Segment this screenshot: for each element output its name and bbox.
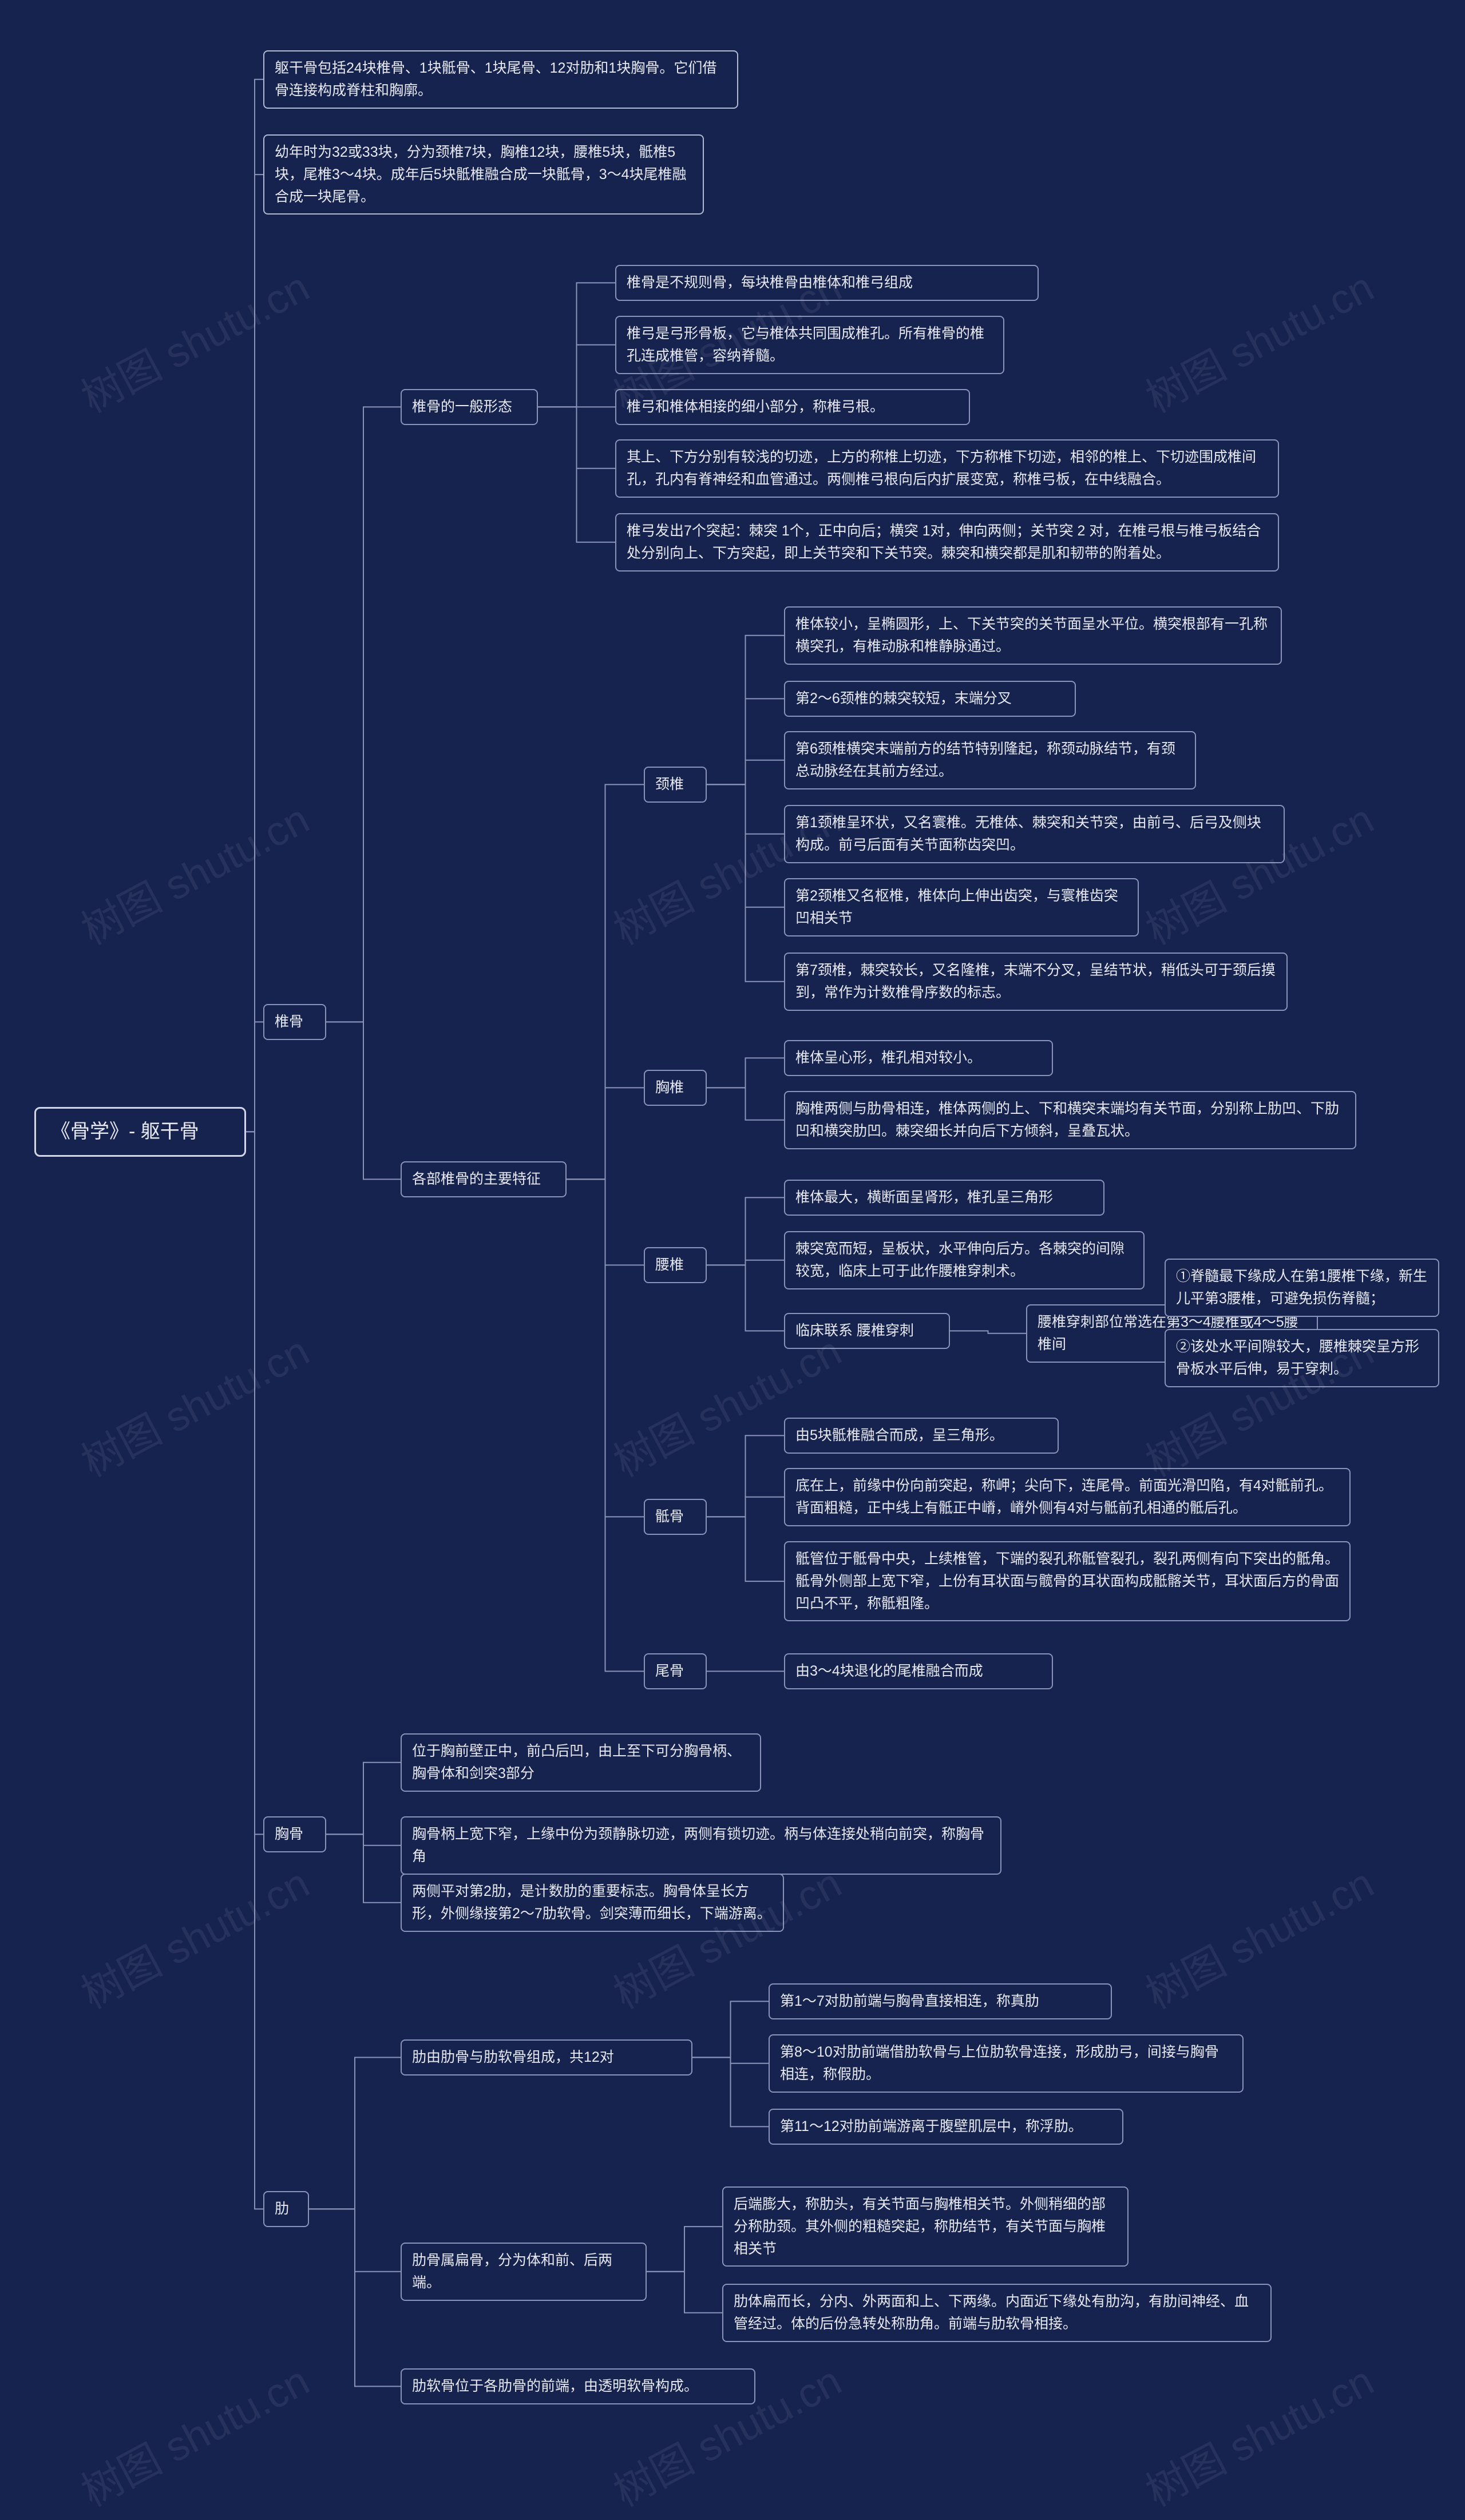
watermark-text: 树图 shutu.cn — [69, 1850, 318, 2020]
watermark-text: 树图 shutu.cn — [69, 786, 318, 956]
mindmap-node: 第6颈椎横突末端前方的结节特别隆起，称颈动脉结节，有颈总动脉经在其前方经过。 — [784, 731, 1196, 789]
mindmap-node: 肋 — [263, 2191, 309, 2227]
mindmap-node: ②该处水平间隙较大，腰椎棘突呈方形骨板水平后伸，易于穿刺。 — [1165, 1329, 1439, 1387]
mindmap-node: 由3～4块退化的尾椎融合而成 — [784, 1653, 1053, 1689]
mindmap-node: ①脊髓最下缘成人在第1腰椎下缘，新生儿平第3腰椎，可避免损伤脊髓； — [1165, 1259, 1439, 1317]
mindmap-node: 第1颈椎呈环状，又名寰椎。无椎体、棘突和关节突，由前弓、后弓及侧块构成。前弓后面… — [784, 805, 1285, 863]
mindmap-node: 第8～10对肋前端借肋软骨与上位肋软骨连接，形成肋弓，间接与胸骨相连，称假肋。 — [769, 2034, 1244, 2093]
mindmap-node: 肋体扁而长，分内、外两面和上、下两缘。内面近下缘处有肋沟，有肋间神经、血管经过。… — [722, 2284, 1272, 2342]
mindmap-node: 躯干骨包括24块椎骨、1块骶骨、1块尾骨、12对肋和1块胸骨。它们借骨连接构成脊… — [263, 50, 738, 109]
mindmap-node: 胸椎 — [644, 1070, 707, 1106]
mindmap-node: 位于胸前壁正中，前凸后凹，由上至下可分胸骨柄、胸骨体和剑突3部分 — [401, 1733, 761, 1792]
mindmap-node: 肋软骨位于各肋骨的前端，由透明软骨构成。 — [401, 2368, 755, 2404]
mindmap-node: 第7颈椎，棘突较长，又名隆椎，末端不分叉，呈结节状，稍低头可于颈后摸到，常作为计… — [784, 953, 1288, 1011]
watermark-text: 树图 shutu.cn — [1134, 1850, 1382, 2020]
mindmap-node: 底在上，前缘中份向前突起，称岬；尖向下，连尾骨。前面光滑凹陷，有4对骶前孔。背面… — [784, 1468, 1351, 1526]
mindmap-node: 后端膨大，称肋头，有关节面与胸椎相关节。外侧稍细的部分称肋颈。其外侧的粗糙突起，… — [722, 2186, 1129, 2267]
mindmap-node: 椎体较小，呈椭圆形，上、下关节突的关节面呈水平位。横突根部有一孔称横突孔，有椎动… — [784, 606, 1282, 665]
mindmap-node: 椎骨的一般形态 — [401, 389, 538, 425]
watermark-text: 树图 shutu.cn — [69, 254, 318, 424]
mindmap-node: 椎体呈心形，椎孔相对较小。 — [784, 1040, 1053, 1076]
mindmap-node: 胸椎两侧与肋骨相连，椎体两侧的上、下和横突末端均有关节面，分别称上肋凹、下肋凹和… — [784, 1091, 1356, 1149]
mindmap-node: 第1～7对肋前端与胸骨直接相连，称真肋 — [769, 1983, 1112, 2019]
watermark-text: 树图 shutu.cn — [69, 2348, 318, 2518]
mindmap-node: 各部椎骨的主要特征 — [401, 1161, 567, 1197]
mindmap-node: 两侧平对第2肋，是计数肋的重要标志。胸骨体呈长方形，外侧缘接第2～7肋软骨。剑突… — [401, 1874, 784, 1932]
root-node: 《骨学》- 躯干骨 — [34, 1107, 246, 1157]
mindmap-node: 临床联系 腰椎穿刺 — [784, 1313, 950, 1349]
mindmap-node: 椎弓和椎体相接的细小部分，称椎弓根。 — [615, 389, 970, 425]
mindmap-node: 第2颈椎又名枢椎，椎体向上伸出齿突，与寰椎齿突凹相关节 — [784, 878, 1139, 936]
mindmap-node: 肋骨属扁骨，分为体和前、后两端。 — [401, 2243, 647, 2301]
mindmap-node: 尾骨 — [644, 1653, 707, 1689]
mindmap-node: 颈椎 — [644, 767, 707, 803]
mindmap-node: 椎弓发出7个突起：棘突 1个，正中向后；横突 1对，伸向两侧；关节突 2 对，在… — [615, 513, 1279, 572]
mindmap-node: 胸骨 — [263, 1816, 326, 1852]
mindmap-node: 棘突宽而短，呈板状，水平伸向后方。各棘突的间隙较宽，临床上可于此作腰椎穿刺术。 — [784, 1231, 1145, 1289]
mindmap-node: 骶骨 — [644, 1499, 707, 1535]
watermark-text: 树图 shutu.cn — [1134, 2348, 1382, 2518]
mindmap-node: 椎体最大，横断面呈肾形，椎孔呈三角形 — [784, 1180, 1104, 1216]
mindmap-node: 肋由肋骨与肋软骨组成，共12对 — [401, 2039, 692, 2075]
watermark-text: 树图 shutu.cn — [69, 1318, 318, 1488]
mindmap-node: 由5块骶椎融合而成，呈三角形。 — [784, 1418, 1059, 1454]
mindmap-node: 幼年时为32或33块，分为颈椎7块，胸椎12块，腰椎5块，骶椎5块，尾椎3～4块… — [263, 134, 704, 215]
watermark-text: 树图 shutu.cn — [1134, 254, 1382, 424]
mindmap-node: 第11～12对肋前端游离于腹壁肌层中，称浮肋。 — [769, 2109, 1123, 2145]
mindmap-node: 第2～6颈椎的棘突较短，末端分叉 — [784, 681, 1076, 717]
mindmap-node: 椎骨是不规则骨，每块椎骨由椎体和椎弓组成 — [615, 265, 1039, 301]
mindmap-node: 骶管位于骶骨中央，上续椎管，下端的裂孔称骶管裂孔，裂孔两侧有向下突出的骶角。骶骨… — [784, 1541, 1351, 1621]
mindmap-node: 腰椎 — [644, 1247, 707, 1283]
mindmap-node: 椎弓是弓形骨板，它与椎体共同围成椎孔。所有椎骨的椎孔连成椎管，容纳脊髓。 — [615, 316, 1004, 374]
mindmap-node: 椎骨 — [263, 1004, 326, 1040]
mindmap-node: 其上、下方分别有较浅的切迹，上方的称椎上切迹，下方称椎下切迹，相邻的椎上、下切迹… — [615, 439, 1279, 498]
mindmap-node: 胸骨柄上宽下窄，上缘中份为颈静脉切迹，两侧有锁切迹。柄与体连接处稍向前突，称胸骨… — [401, 1816, 1001, 1875]
